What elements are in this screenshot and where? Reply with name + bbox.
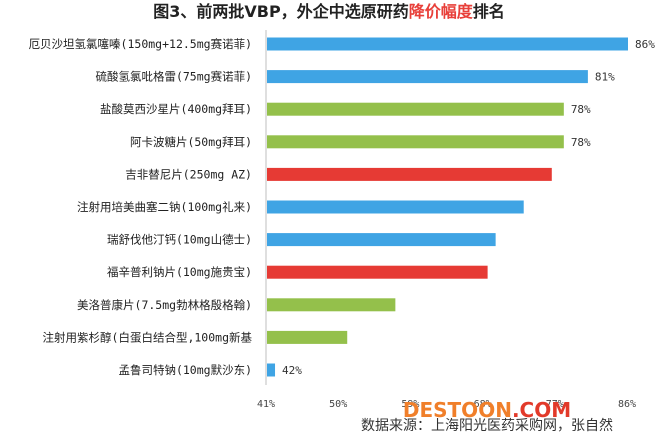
bar bbox=[267, 298, 396, 312]
bar bbox=[267, 70, 588, 84]
bar bbox=[267, 200, 524, 214]
category-label: 硫酸氢氯吡格雷(75mg赛诺菲) bbox=[95, 70, 252, 84]
source-note: 数据来源：上海阳光医药采购网，张自然 bbox=[361, 417, 613, 434]
category-label: 阿卡波糖片(50mg拜耳) bbox=[130, 135, 252, 149]
x-tick-label: 41% bbox=[257, 399, 275, 410]
plot-area: 厄贝沙坦氢氯噻嗪(150mg+12.5mg赛诺菲) 86% 硫酸氢氯吡格雷(75mg… bbox=[29, 30, 655, 385]
x-tick-label: 68% bbox=[474, 399, 492, 410]
chart-title-prefix: 图3、前两批VBP，外企中选原研药 bbox=[153, 2, 408, 21]
bar bbox=[267, 167, 552, 181]
category-label: 美洛普康片(7.5mg勃林格殷格翰) bbox=[77, 298, 252, 312]
data-label: 86% bbox=[635, 38, 655, 51]
category-label: 瑞舒伐他汀钙(10mg山德士) bbox=[107, 233, 252, 247]
x-tick-label: 59% bbox=[401, 399, 419, 410]
bar bbox=[267, 363, 276, 377]
bar bbox=[267, 233, 496, 247]
x-tick-label: 77% bbox=[546, 399, 564, 410]
data-label: 78% bbox=[571, 136, 591, 149]
category-label: 注射用培美曲塞二钠(100mg礼来) bbox=[77, 200, 252, 214]
data-label: 81% bbox=[595, 71, 615, 84]
chart-title-highlight: 降价幅度 bbox=[409, 2, 474, 21]
category-label: 注射用紫杉醇(白蛋白结合型,100mg新基 bbox=[43, 330, 253, 344]
data-label: 78% bbox=[571, 103, 591, 116]
bar bbox=[267, 102, 564, 116]
chart-title: 图3、前两批VBP，外企中选原研药降价幅度排名 bbox=[153, 2, 504, 21]
watermark-part-a: DESTOON bbox=[403, 398, 512, 422]
x-tick-label: 50% bbox=[329, 399, 347, 410]
bar bbox=[267, 135, 564, 149]
bar bbox=[267, 330, 348, 344]
category-label: 盐酸莫西沙星片(400mg拜耳) bbox=[100, 102, 252, 116]
category-label: 吉非替尼片(250mg AZ) bbox=[125, 167, 252, 181]
watermark-part-b: .COM bbox=[512, 398, 571, 422]
watermark: DESTOON.COM bbox=[403, 398, 571, 422]
bar bbox=[267, 37, 628, 51]
category-label: 孟鲁司特钠(10mg默沙东) bbox=[118, 363, 252, 377]
chart-title-suffix: 排名 bbox=[473, 2, 505, 21]
data-label: 42% bbox=[282, 364, 302, 377]
category-label: 厄贝沙坦氢氯噻嗪(150mg+12.5mg赛诺菲) bbox=[29, 37, 252, 51]
category-label: 福辛普利钠片(10mg施贵宝) bbox=[107, 265, 252, 279]
x-axis-ticks: 41% 50% 59% 68% 77% 86% bbox=[257, 399, 636, 410]
x-tick-label: 86% bbox=[618, 399, 636, 410]
bar bbox=[267, 265, 488, 279]
